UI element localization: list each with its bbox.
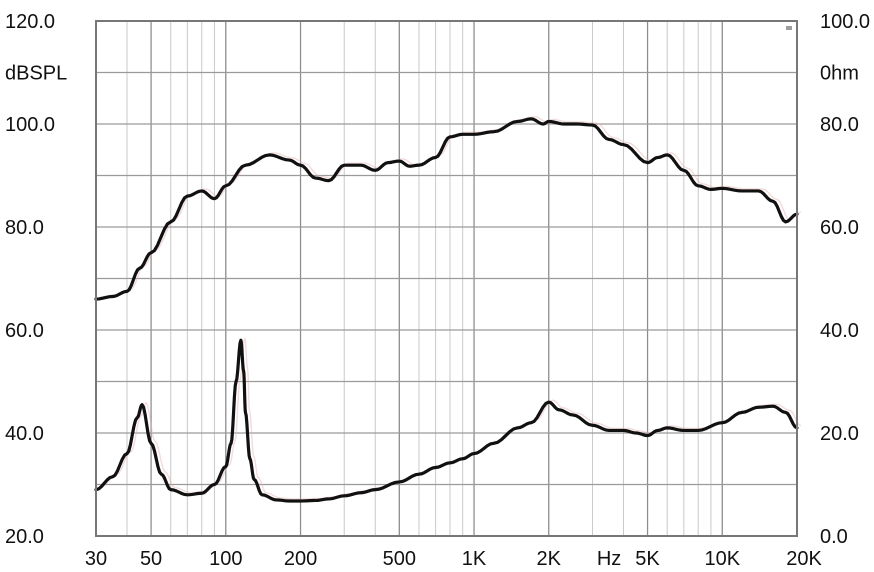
x-tick-label: 5K xyxy=(635,548,660,570)
x-tick-label: 200 xyxy=(284,548,317,570)
spl-response-line xyxy=(94,117,799,301)
right-tick-label: 40.0 xyxy=(820,320,859,342)
x-tick-label: 30 xyxy=(85,548,107,570)
right-tick-label: 20.0 xyxy=(820,423,859,445)
x-tick-label: 1K xyxy=(462,548,487,570)
left-tick-label: 120.0 xyxy=(5,11,55,33)
right-tick-label: 0.0 xyxy=(820,526,848,548)
x-tick-label: 10K xyxy=(704,548,740,570)
left-axis-label: dBSPL xyxy=(5,63,67,85)
axis-labels: 120.0 100.0 80.0 60.0 40.0 20.0 dBSPL 100.0 80.0… xyxy=(5,11,870,570)
left-tick-label: 80.0 xyxy=(5,217,44,239)
impedance-line xyxy=(94,338,799,503)
left-tick-label: 60.0 xyxy=(5,320,44,342)
right-tick-label: 60.0 xyxy=(820,217,859,239)
x-tick-label: 500 xyxy=(383,548,416,570)
x-tick-label: 20K xyxy=(786,548,822,570)
left-tick-label: 100.0 xyxy=(5,114,55,136)
x-tick-label: 50 xyxy=(140,548,162,570)
right-tick-label: 100.0 xyxy=(820,11,870,33)
right-axis-label: 0hm xyxy=(820,63,859,85)
left-tick-label: 20.0 xyxy=(5,526,44,548)
x-tick-label: 100 xyxy=(209,548,242,570)
plot-frame xyxy=(95,20,798,537)
corner-marker xyxy=(786,26,792,30)
left-tick-label: 40.0 xyxy=(5,423,44,445)
x-tick-label: 2K xyxy=(537,548,562,570)
right-tick-label: 80.0 xyxy=(820,114,859,136)
x-axis-unit-label: Hz xyxy=(597,548,621,570)
plot-area xyxy=(94,20,802,537)
